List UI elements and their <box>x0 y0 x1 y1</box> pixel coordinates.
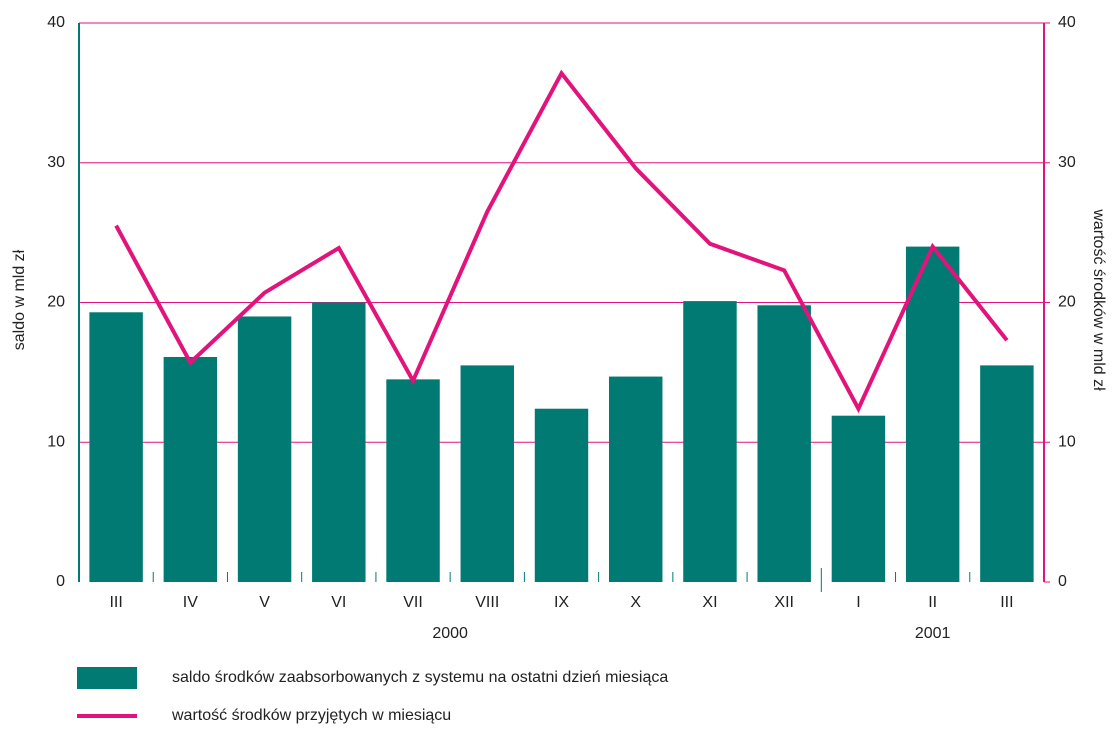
y2-tick-label: 30 <box>1058 154 1076 171</box>
bar <box>905 246 960 582</box>
y-tick-label: 30 <box>47 154 65 171</box>
x-tick-label: V <box>259 594 270 611</box>
x-tick-label: IX <box>554 594 569 611</box>
x-tick-label: IV <box>183 594 198 611</box>
x-tick-label: I <box>856 594 860 611</box>
y2-tick-label: 10 <box>1058 433 1076 450</box>
x-tick-label: XII <box>774 594 794 611</box>
legend-swatch <box>77 667 137 689</box>
line <box>114 69 1009 414</box>
bar <box>831 415 886 582</box>
y2-tick-label: 0 <box>1058 573 1067 590</box>
x-tick-label: X <box>630 594 641 611</box>
y-tick-label: 40 <box>47 14 65 31</box>
y-axis-label: saldo w mld zł <box>11 249 28 350</box>
bar <box>683 301 737 582</box>
bar <box>312 302 366 582</box>
bar <box>980 365 1034 582</box>
x-tick-label: VI <box>331 594 346 611</box>
y2-tick-label: 40 <box>1058 14 1076 31</box>
bar <box>609 376 663 582</box>
y2-axis-label: wartość środków w mld zł <box>1090 208 1107 391</box>
x-tick-label: III <box>1000 594 1013 611</box>
bar <box>89 312 143 582</box>
x-group-label: 2000 <box>432 625 468 642</box>
x-tick-label: VII <box>403 594 423 611</box>
bar <box>386 379 440 582</box>
x-tick-label: II <box>928 594 937 611</box>
x-tick-label: XI <box>702 594 717 611</box>
bar <box>757 305 811 582</box>
bar <box>460 365 514 582</box>
x-group-label: 2001 <box>915 625 951 642</box>
legend-label: saldo środków zaabsorbowanych z systemu … <box>172 669 668 686</box>
y2-tick-label: 20 <box>1058 294 1076 311</box>
y-tick-label: 0 <box>56 573 65 590</box>
bar <box>237 316 292 582</box>
y-tick-label: 10 <box>47 433 65 450</box>
y-tick-label: 20 <box>47 294 65 311</box>
bar <box>534 408 589 582</box>
x-tick-label: III <box>109 594 122 611</box>
legend-label: wartość środków przyjętych w miesiącu <box>171 707 451 724</box>
x-tick-label: VIII <box>475 594 499 611</box>
bar <box>163 357 218 582</box>
